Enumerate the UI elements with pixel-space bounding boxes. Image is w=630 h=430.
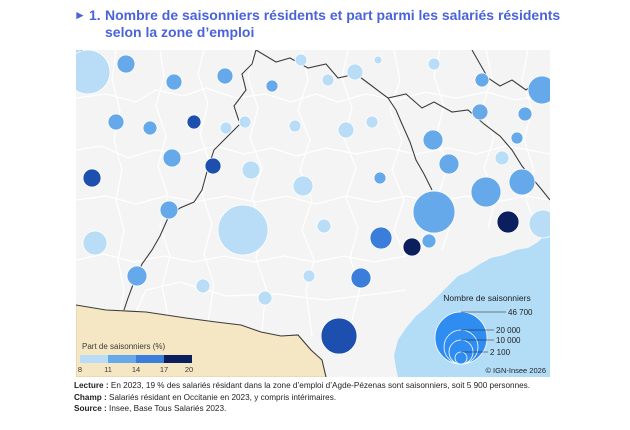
legend-count-value: 2 100 (490, 348, 511, 357)
zone-circle (438, 153, 460, 175)
legend-count-value: 20 000 (496, 326, 521, 335)
zone-circle (292, 175, 314, 197)
zone-circle (107, 113, 125, 131)
zone-circle (350, 267, 372, 289)
zone-circle (527, 75, 550, 105)
zone-circle (257, 290, 273, 306)
legend-circle-2100 (454, 351, 468, 365)
zone-circle (369, 226, 393, 250)
zone-circle (204, 157, 222, 175)
champ-label: Champ : (74, 392, 107, 402)
zone-circle (238, 115, 252, 129)
zone-circle (219, 121, 233, 135)
zone-circle (494, 150, 510, 166)
legend-count-title: Nombre de saisonniers (443, 293, 530, 303)
legend-count: Nombre de saisonniers 46 700 20 000 10 0… (434, 293, 533, 365)
map-svg: Nombre de saisonniers 46 700 20 000 10 0… (76, 50, 550, 377)
title-text: Nombre de saisonniers résidents et part … (105, 7, 561, 40)
footer-lecture: Lecture : En 2023, 19 % des salariés rés… (74, 380, 614, 392)
zone-circle (427, 57, 441, 71)
zone-circle (365, 115, 379, 129)
zone-circle (402, 237, 422, 257)
legend-share-tick: 11 (104, 365, 112, 374)
zone-circle (337, 121, 355, 139)
zone-circle (116, 54, 136, 74)
legend-count-value: 10 000 (496, 336, 521, 345)
lecture-label: Lecture : (74, 381, 109, 390)
zone-circle (422, 129, 444, 151)
zone-circle (471, 103, 489, 121)
zone-circle (508, 168, 536, 196)
zone-circle (528, 209, 550, 239)
zone-circle (373, 171, 387, 185)
saisonniers-circles (76, 50, 550, 355)
legend-share-tick: 20 (185, 365, 193, 374)
zone-circle (302, 269, 316, 283)
zone-circle (320, 317, 358, 355)
footer-source: Source : Insee, Base Tous Salariés 2023. (74, 403, 614, 415)
footer-champ: Champ : Salariés résidant en Occitanie e… (74, 392, 614, 404)
legend-share-swatch (80, 355, 108, 363)
zone-circle (496, 210, 520, 234)
zone-circle (510, 131, 524, 145)
legend-share-tick: 14 (132, 365, 140, 374)
zone-circle (162, 148, 182, 168)
zone-circle (288, 119, 302, 133)
zone-circle (82, 230, 108, 256)
zone-circle (159, 200, 179, 220)
legend-share-swatch (136, 355, 164, 363)
legend-share-swatch (108, 355, 136, 363)
sea (394, 228, 550, 377)
source-label: Source : (74, 404, 107, 413)
lecture-text: En 2023, 19 % des salariés résidant dans… (108, 381, 531, 390)
zone-circle (517, 106, 533, 122)
zone-circle (217, 204, 269, 256)
zone-circle (316, 218, 332, 234)
legend-share-swatch (164, 355, 192, 363)
zone-circle (126, 265, 148, 287)
zone-circle (470, 176, 502, 208)
zone-circle (373, 55, 383, 65)
zone-circle (216, 67, 234, 85)
source-credit: © IGN-Insee 2026 (485, 366, 546, 375)
zone-circle (412, 190, 456, 234)
zone-circle (346, 63, 364, 81)
zone-circle (165, 73, 183, 91)
legend-share: Part de saisonniers (%) 8 11 14 17 20 (78, 342, 193, 374)
zone-circle (294, 53, 308, 67)
source-text: Insee, Base Tous Salariés 2023. (106, 404, 227, 413)
map: Nombre de saisonniers 46 700 20 000 10 0… (76, 50, 550, 377)
zone-circle (82, 168, 102, 188)
region-boundaries (76, 50, 550, 377)
zone-circle (265, 79, 279, 93)
legend-count-value: 46 700 (508, 308, 533, 317)
zone-circle (142, 120, 158, 136)
title-number: 1. (89, 7, 101, 23)
zone-circle (195, 278, 211, 294)
champ-text: Salariés résidant en Occitanie en 2023, … (106, 392, 337, 402)
zone-circle (474, 72, 490, 88)
title-arrow-icon: ► (74, 8, 86, 22)
zone-circle (321, 73, 335, 87)
zone-circle (241, 160, 261, 180)
footer-notes: Lecture : En 2023, 19 % des salariés rés… (74, 380, 614, 415)
legend-share-title: Part de saisonniers (%) (82, 342, 165, 351)
zone-circle (421, 233, 437, 249)
zone-circle (76, 50, 111, 95)
legend-share-tick: 17 (160, 365, 168, 374)
legend-share-tick: 8 (78, 365, 82, 374)
zone-circle (186, 114, 202, 130)
